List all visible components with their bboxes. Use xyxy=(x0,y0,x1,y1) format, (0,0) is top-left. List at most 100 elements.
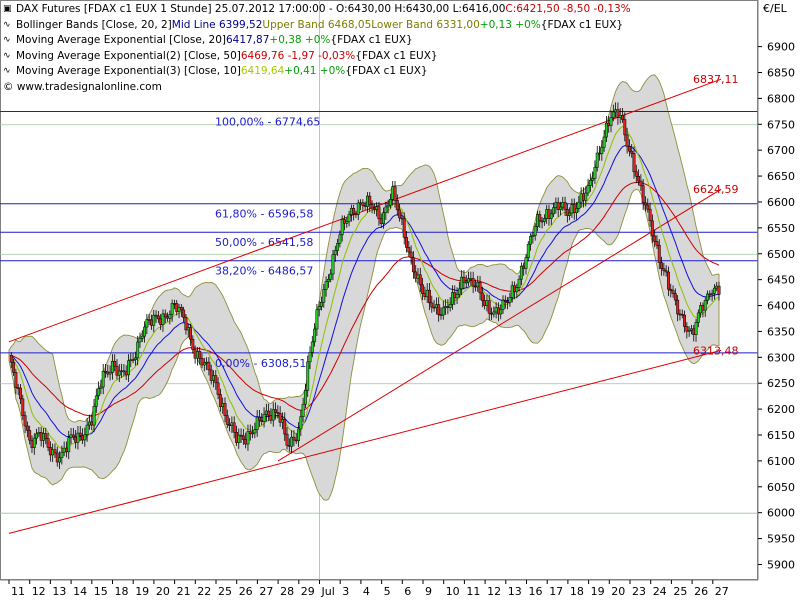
candle-body xyxy=(232,422,236,433)
candle-body xyxy=(287,445,291,447)
candle-body xyxy=(430,302,434,308)
candle-body xyxy=(382,212,385,224)
y-tick-label: 5900 xyxy=(767,558,795,571)
candle-body xyxy=(696,312,700,323)
candle-body xyxy=(239,434,243,437)
candle-body xyxy=(625,134,629,147)
candle-body xyxy=(16,387,20,389)
candle-body xyxy=(278,413,282,423)
candle-body xyxy=(694,322,698,335)
candle-body xyxy=(218,394,222,407)
candle-body xyxy=(62,447,66,453)
y-tick-label: 6800 xyxy=(767,92,795,105)
candle-body xyxy=(104,370,107,373)
candle-body xyxy=(646,204,650,210)
ema50-name: Moving Average Exponential(2) [Close, 50… xyxy=(16,49,241,62)
bollinger-instrument: {FDAX c1 EUX} xyxy=(540,18,624,31)
y-tick-label: 6050 xyxy=(767,481,795,494)
x-tick-label: 28 xyxy=(280,585,294,598)
trendline xyxy=(277,188,722,462)
x-tick-label: 12 xyxy=(487,585,501,598)
candle-body xyxy=(214,375,218,384)
candle-body xyxy=(680,313,684,316)
candle-body xyxy=(221,403,225,407)
candle-body xyxy=(657,244,661,263)
candle-body xyxy=(255,416,259,430)
candle-body xyxy=(207,361,211,371)
candle-body xyxy=(60,451,64,459)
bollinger-lower: Lower Band 6331,00 xyxy=(371,18,480,31)
candle-body xyxy=(386,204,390,208)
y-tick-label: 6100 xyxy=(767,455,795,468)
candle-body xyxy=(492,311,496,315)
indicator-icon: ∿ xyxy=(3,35,11,46)
candle-body xyxy=(124,371,128,376)
candle-body xyxy=(106,371,110,375)
candle-body xyxy=(349,207,353,215)
candle-body xyxy=(556,202,560,210)
candle-body xyxy=(156,315,160,320)
candle-body xyxy=(264,410,268,415)
candle-body xyxy=(584,192,588,201)
candle-body xyxy=(586,185,590,194)
candle-body xyxy=(81,435,84,441)
candle-body xyxy=(372,207,376,210)
candle-body xyxy=(101,370,105,388)
ema10-change: +0,41 +0% xyxy=(284,65,346,78)
x-tick-label: 17 xyxy=(549,585,563,598)
x-tick-label: 21 xyxy=(177,585,191,598)
candle-body xyxy=(391,186,395,200)
candle-body xyxy=(480,292,484,301)
candle-body xyxy=(423,293,427,298)
candle-body xyxy=(708,293,712,296)
candle-body xyxy=(30,439,34,448)
candle-body xyxy=(526,243,530,258)
candle-body xyxy=(416,274,420,279)
candle-body xyxy=(326,278,330,282)
ema50-value: 6469,76 -1,97 -0,03% xyxy=(240,49,356,62)
candle-body xyxy=(352,207,356,215)
trendline-value-label: 6313,48 xyxy=(693,344,739,357)
trendline xyxy=(8,349,722,534)
candle-body xyxy=(163,313,167,318)
candle-body xyxy=(28,430,32,441)
candle-body xyxy=(228,424,232,426)
candle-body xyxy=(310,341,314,353)
candle-body xyxy=(260,419,264,422)
x-tick-label: 13 xyxy=(508,585,522,598)
candle-body xyxy=(356,202,360,215)
candle-body xyxy=(577,201,581,209)
candle-body xyxy=(418,274,422,286)
candle-body xyxy=(411,257,415,273)
candle-body xyxy=(301,403,305,417)
candle-body xyxy=(241,435,245,440)
candle-body xyxy=(483,300,487,306)
ema20-line xyxy=(8,145,719,438)
indicator-icon: ∿ xyxy=(3,19,11,30)
candle-body xyxy=(444,306,448,309)
candle-body xyxy=(701,305,705,311)
candle-body xyxy=(607,122,611,126)
candle-body xyxy=(536,214,539,227)
candle-body xyxy=(235,432,238,443)
x-tick-label: 20 xyxy=(156,585,170,598)
candle-body xyxy=(531,235,535,237)
candle-body xyxy=(290,436,294,447)
x-tick-label: 27 xyxy=(259,585,273,598)
candle-body xyxy=(460,276,464,290)
fib-level-label: 38,20% - 6486,57 xyxy=(215,265,313,278)
candle-body xyxy=(115,365,119,376)
candle-body xyxy=(209,369,213,381)
candle-body xyxy=(246,431,250,445)
candle-body xyxy=(136,341,140,359)
candle-body xyxy=(159,318,163,325)
candle-body xyxy=(667,271,670,290)
ema50-line xyxy=(8,181,720,417)
candle-body xyxy=(120,370,124,372)
x-tick-label: 22 xyxy=(197,585,211,598)
candle-body xyxy=(568,212,572,216)
x-tick-label: 11 xyxy=(11,585,25,598)
candle-body xyxy=(547,209,551,219)
candle-body xyxy=(99,386,103,389)
y-tick-label: 6600 xyxy=(767,196,795,209)
